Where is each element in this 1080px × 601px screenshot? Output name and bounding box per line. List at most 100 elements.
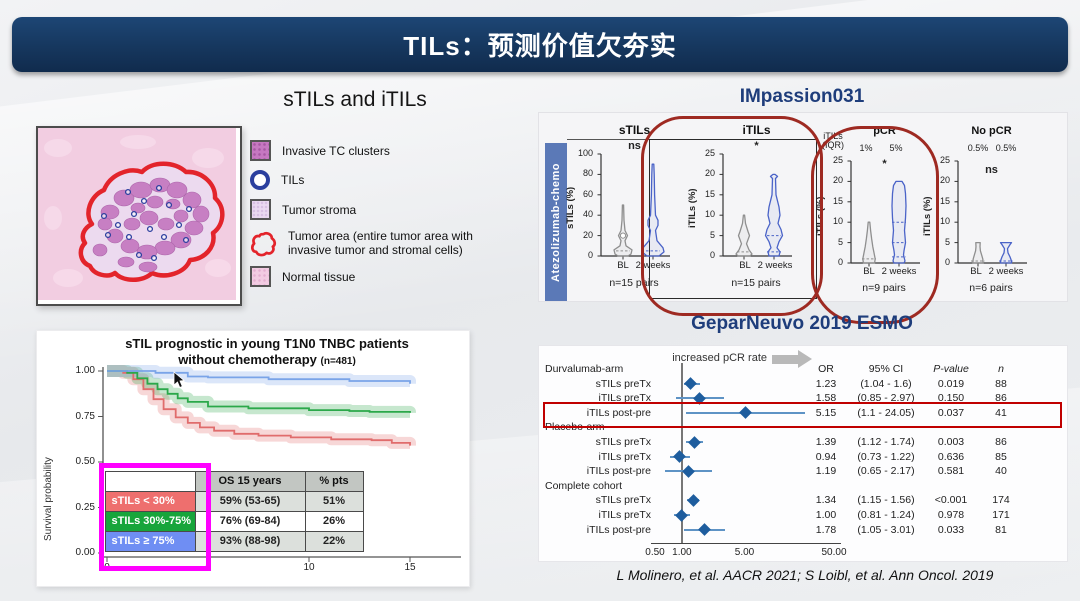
km-curve bbox=[107, 370, 411, 446]
forest-p-value: 0.019 bbox=[937, 377, 965, 390]
violin-shape-2 weeks bbox=[999, 241, 1013, 264]
forest-row-label: sTILs preTx bbox=[595, 436, 651, 448]
km-curve bbox=[107, 370, 411, 384]
forest-or-value: 1.19 bbox=[815, 465, 837, 478]
violin-shape-BL bbox=[613, 204, 633, 257]
legend-label: Normal tissue bbox=[282, 269, 356, 284]
forest-p-value: 0.033 bbox=[937, 523, 965, 536]
citation: L Molinero, et al. AACR 2021; S Loibl, e… bbox=[616, 567, 994, 583]
forest-ci-value: (0.73 - 1.22) bbox=[857, 450, 915, 463]
forest-n-value: 86 bbox=[995, 392, 1007, 405]
legend-label: Tumor stroma bbox=[282, 202, 357, 217]
forest-or-diamond bbox=[683, 377, 697, 390]
forest-or-value: 1.58 bbox=[815, 392, 837, 405]
significance-annotation: ns bbox=[985, 164, 998, 176]
pcr-highlight-circle bbox=[811, 126, 939, 324]
forest-or-diamond bbox=[686, 494, 700, 507]
forest-n-value: 86 bbox=[995, 436, 1007, 448]
y-tick: 15 bbox=[939, 195, 950, 206]
x-axis-labels: BL 2 weeks bbox=[597, 260, 672, 272]
legend-item: TILs bbox=[250, 170, 525, 190]
forest-n-value: 171 bbox=[992, 509, 1010, 521]
right-arrow-icon bbox=[798, 350, 812, 368]
tils-markers bbox=[100, 184, 193, 262]
y-tick: 0.50 bbox=[75, 456, 95, 467]
tumor-stroma-swatch bbox=[250, 199, 271, 220]
forest-group-label: Complete cohort bbox=[545, 479, 623, 492]
pairs-caption: n=6 pairs bbox=[969, 282, 1013, 294]
legend-item: Normal tissue bbox=[250, 266, 525, 287]
forest-n-value: 85 bbox=[995, 450, 1007, 463]
legend-label: Invasive TC clusters bbox=[282, 143, 390, 158]
table-cell-pts: 26% bbox=[304, 510, 364, 532]
tils-circle-icon bbox=[250, 170, 270, 190]
y-tick: 5 bbox=[944, 236, 950, 247]
y-tick: 10 bbox=[939, 216, 950, 227]
forest-n-value: 41 bbox=[995, 406, 1007, 419]
forest-p-value: 0.037 bbox=[937, 406, 965, 419]
itils-frame bbox=[649, 139, 817, 299]
tumor-area-icon bbox=[251, 231, 277, 256]
y-tick: 20 bbox=[582, 229, 593, 240]
violin-panel-title: No pCR bbox=[971, 125, 1012, 137]
y-tick: 0 bbox=[709, 249, 715, 260]
violin-chart-itils bbox=[719, 153, 792, 260]
forest-or-diamond bbox=[675, 508, 689, 522]
forest-ci-value: (1.12 - 1.74) bbox=[857, 436, 915, 448]
forest-row-label: iTILs post-pre bbox=[586, 406, 651, 419]
title-banner: TILs：预测价值欠夯实 bbox=[12, 17, 1068, 72]
invasive-tc-clusters bbox=[92, 177, 210, 273]
x-tick: 15 bbox=[404, 562, 416, 573]
y-tick: 5 bbox=[837, 236, 843, 247]
significance-annotation: ns bbox=[628, 140, 641, 152]
row-highlight-box bbox=[543, 402, 1062, 428]
forest-or-value: 1.34 bbox=[815, 494, 837, 507]
x-axis-labels: BL 2 weeks bbox=[954, 266, 1029, 278]
left-section-heading: sTILs and iTILs bbox=[283, 88, 427, 111]
y-axis-ticks: 100 80 60 40 20 0 bbox=[577, 149, 593, 260]
slide-title: TILs：预测价值欠夯实 bbox=[403, 31, 677, 61]
km-title-line2-text: without chemotherapy bbox=[178, 352, 317, 367]
forest-p-value: 0.003 bbox=[937, 436, 965, 448]
forest-x-tick: 50.00 bbox=[821, 547, 847, 558]
forest-ci-value: (1.1 - 24.05) bbox=[857, 406, 915, 419]
y-tick: 80 bbox=[582, 168, 593, 179]
iqr-value-2w: 0.5% bbox=[995, 143, 1017, 153]
column-header-or: OR bbox=[818, 363, 834, 375]
mouse-cursor-icon bbox=[173, 371, 185, 389]
arrow-label: increased pCR rate bbox=[672, 352, 767, 364]
km-title-n: (n=481) bbox=[320, 356, 356, 367]
impassion-heading: IMpassion031 bbox=[739, 86, 865, 107]
forest-or-value: 0.94 bbox=[815, 450, 837, 463]
forest-n-value: 88 bbox=[995, 377, 1007, 390]
forest-ci-value: (1.04 - 1.6) bbox=[860, 377, 912, 390]
table-cell-os: 59% (53-65) bbox=[194, 490, 306, 512]
x-axis-labels: BL 2 weeks bbox=[847, 266, 922, 278]
magenta-highlight-box bbox=[99, 463, 211, 571]
legend-item: Tumor area (entire tumor area with invas… bbox=[250, 229, 525, 257]
km-legend-table: OS 15 years % pts sTILs < 30% 59% (53-65… bbox=[104, 470, 364, 552]
legend-item: Invasive TC clusters bbox=[250, 140, 525, 161]
violin-chart-no-pcr bbox=[954, 160, 1027, 267]
y-axis-ticks: 25 20 15 10 5 0 bbox=[934, 156, 950, 267]
table-header-os: OS 15 years bbox=[194, 470, 306, 492]
histology-image bbox=[36, 126, 242, 306]
y-tick: 25 bbox=[704, 148, 715, 158]
forest-or-value: 1.39 bbox=[815, 436, 837, 448]
forest-or-diamond bbox=[698, 523, 711, 536]
y-tick: 25 bbox=[939, 155, 950, 165]
forest-row-label: sTILs preTx bbox=[595, 494, 651, 507]
km-y-axis-ticks: 1.00 0.75 0.50 0.25 0.00 bbox=[67, 366, 95, 558]
forest-or-diamond bbox=[682, 464, 696, 478]
forest-row-label: iTILs preTx bbox=[598, 450, 651, 463]
significance-annotation: * bbox=[754, 140, 759, 152]
column-header-pvalue: P-value bbox=[933, 363, 969, 375]
km-curve bbox=[107, 370, 411, 413]
violin-chart-stils bbox=[597, 153, 670, 260]
y-tick: 1.00 bbox=[75, 365, 95, 376]
forest-ci-value: (0.65 - 2.17) bbox=[857, 465, 915, 478]
pairs-caption: n=15 pairs bbox=[731, 277, 781, 289]
iqr-value-bl: 1% bbox=[859, 143, 873, 153]
km-chart bbox=[98, 365, 461, 562]
